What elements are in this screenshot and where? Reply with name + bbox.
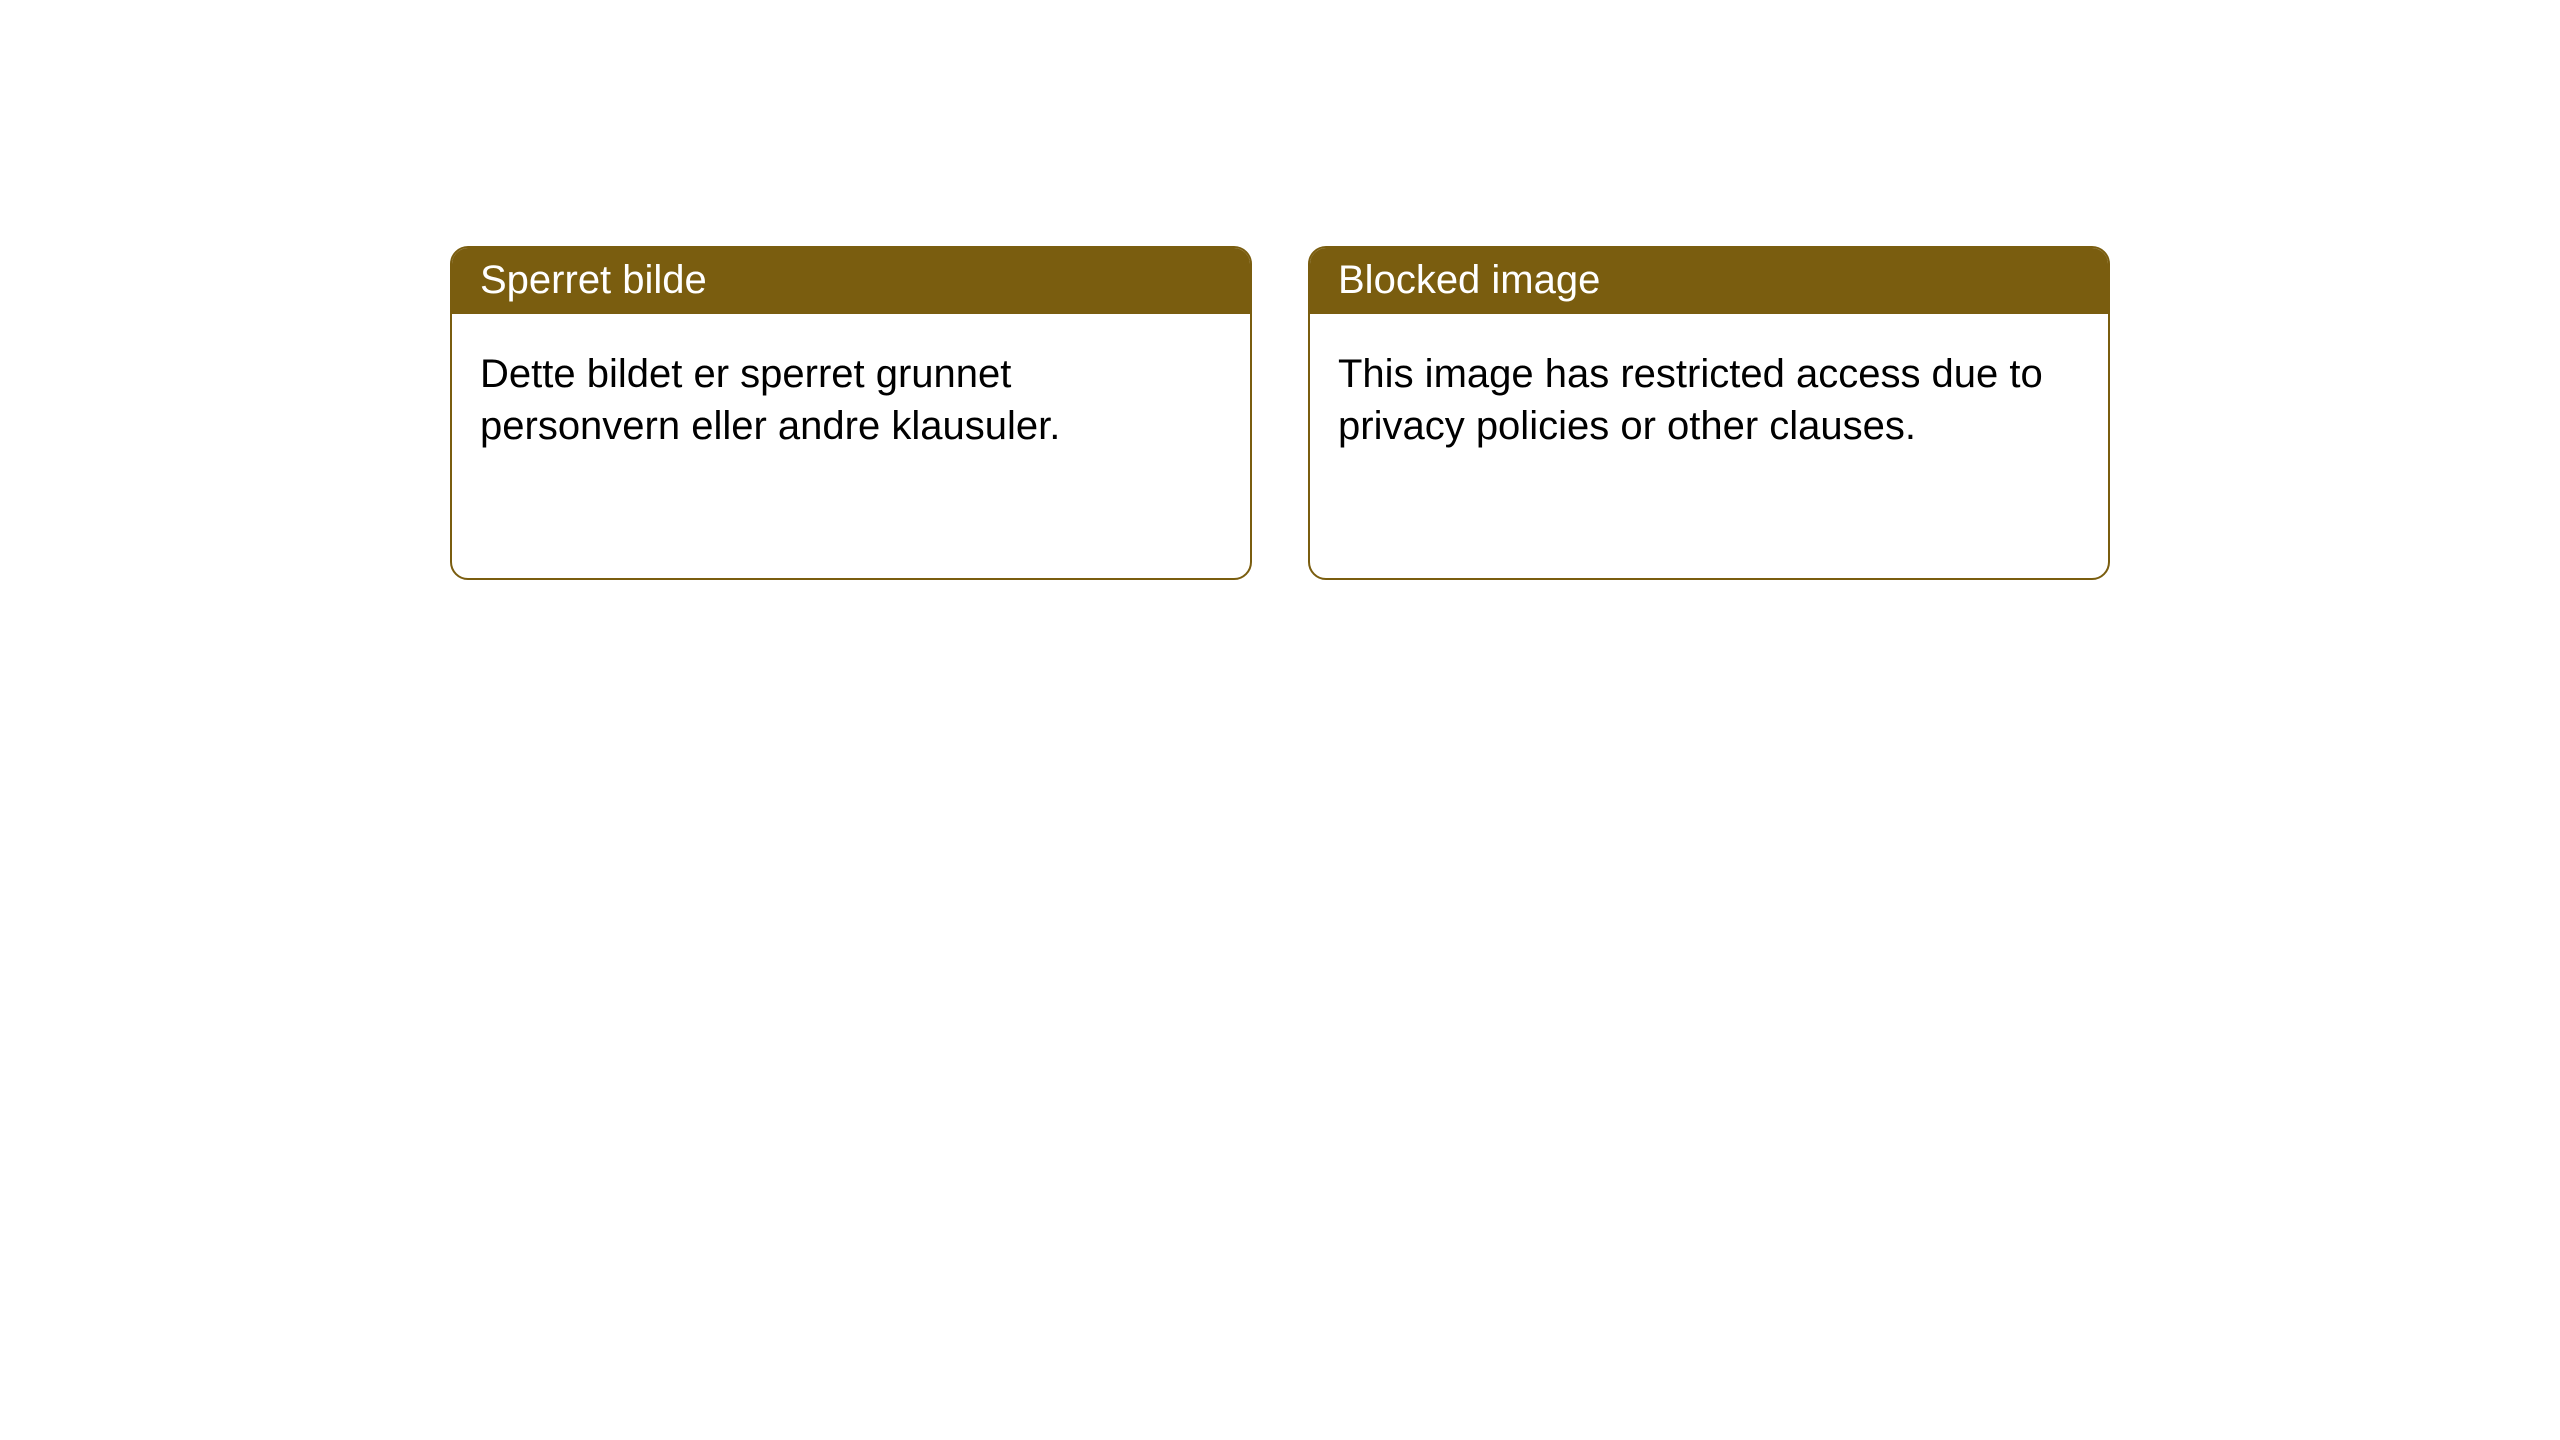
notice-body: Dette bildet er sperret grunnet personve… — [452, 314, 1250, 486]
notice-body: This image has restricted access due to … — [1310, 314, 2108, 486]
notice-card-english: Blocked image This image has restricted … — [1308, 246, 2110, 580]
notice-title: Blocked image — [1310, 248, 2108, 314]
notice-title: Sperret bilde — [452, 248, 1250, 314]
notice-container: Sperret bilde Dette bildet er sperret gr… — [0, 0, 2560, 580]
notice-card-norwegian: Sperret bilde Dette bildet er sperret gr… — [450, 246, 1252, 580]
